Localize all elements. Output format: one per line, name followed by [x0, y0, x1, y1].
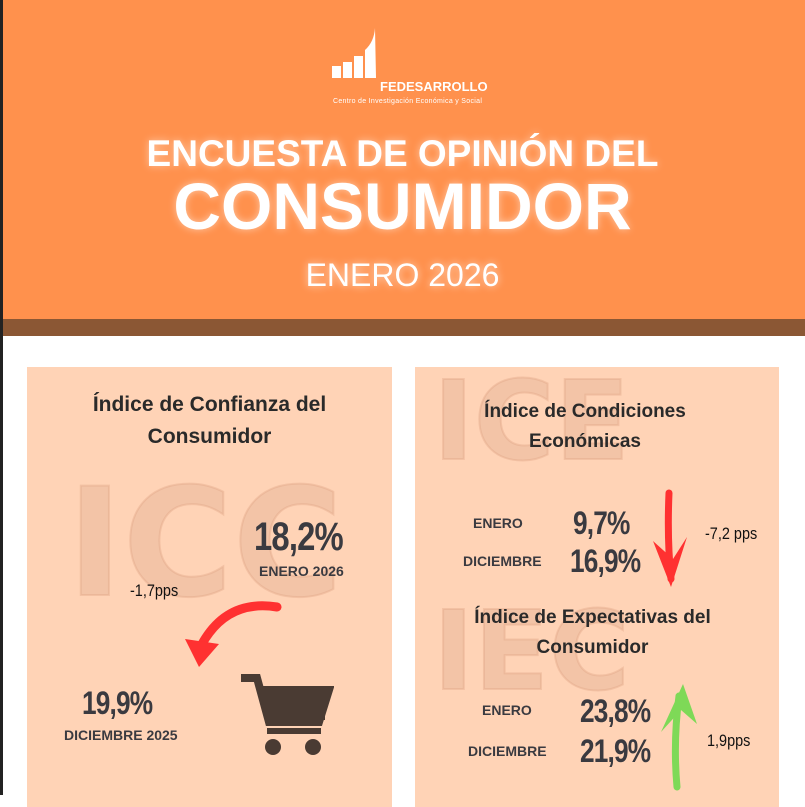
ice-watermark: ICE [432, 367, 631, 486]
icc-previous-value: 19,9% [82, 685, 153, 721]
header [3, 0, 805, 319]
icc-current-value: 18,2% [254, 515, 344, 559]
up-arrow-icon [661, 684, 697, 791]
ice-row-label: DICIEMBRE [463, 553, 542, 569]
iec-row-label: DICIEMBRE [468, 743, 547, 759]
down-arrow-icon [653, 489, 687, 587]
ice-change: -7,2 pps [705, 524, 758, 543]
icc-watermark: ICC [66, 456, 344, 632]
left-border [0, 0, 3, 795]
shopping-cart-icon [241, 674, 334, 755]
iec-change: 1,9pps [707, 731, 751, 750]
icc-previous-label: DICIEMBRE 2025 [64, 727, 178, 743]
down-curved-arrow-icon [185, 601, 282, 667]
ice-row-value: 9,7% [573, 505, 630, 541]
logo-subtitle: Centro de Investigación Económica y Soci… [333, 98, 483, 105]
header-band [3, 319, 805, 336]
ice-title: Índice de Condiciones Económicas [484, 401, 686, 452]
logo-name: FEDESARROLLO [380, 79, 488, 94]
period: ENERO 2026 [305, 257, 500, 293]
title-line1: ENCUESTA DE OPINIÓN DEL [146, 133, 659, 174]
iec-watermark: IEC [432, 586, 631, 716]
fedesarrollo-logo: FEDESARROLLO Centro de Investigación Eco… [330, 28, 510, 108]
ice-row-value: 16,9% [570, 543, 641, 579]
icc-change: -1,7pps [130, 581, 179, 600]
iec-row-label: ENERO [482, 702, 532, 718]
iec-row-value: 23,8% [580, 693, 651, 729]
title-line2: CONSUMIDOR [173, 169, 632, 243]
iec-title: Índice de Expectativas del Consumidor [474, 607, 711, 658]
iec-row-value: 21,9% [580, 733, 651, 769]
logo-bars-icon [332, 28, 376, 78]
icc-current-label: ENERO 2026 [259, 563, 344, 579]
ice-iec-card: ICE Índice de Condiciones Económicas ENE… [415, 367, 779, 807]
icc-card: ICC Índice de Confianza del Consumidor 1… [27, 367, 392, 807]
icc-title: Índice de Confianza del Consumidor [92, 393, 327, 448]
ice-row-label: ENERO [473, 515, 523, 531]
